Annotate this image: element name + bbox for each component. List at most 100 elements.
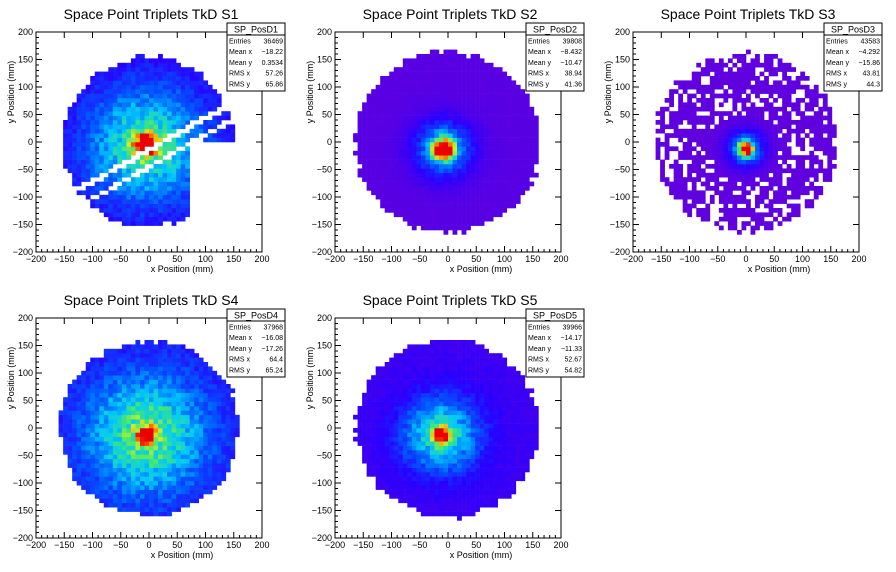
heatmap-cell bbox=[366, 124, 372, 130]
heatmap-cell bbox=[149, 106, 154, 112]
heatmap-cell bbox=[741, 164, 747, 169]
heatmap-cell bbox=[371, 124, 376, 130]
heatmap-cell bbox=[112, 502, 118, 508]
heatmap-cell bbox=[777, 172, 783, 178]
heatmap-cell bbox=[121, 366, 127, 372]
heatmap-cell bbox=[139, 146, 145, 152]
heatmap-cell bbox=[149, 388, 154, 394]
heatmap-cell bbox=[497, 208, 503, 213]
heatmap-cell bbox=[732, 89, 738, 94]
heatmap-cell bbox=[380, 137, 386, 143]
heatmap-cell bbox=[94, 419, 100, 424]
heatmap-cell bbox=[520, 168, 526, 174]
heatmap-cell bbox=[655, 150, 661, 156]
heatmap-cell bbox=[103, 441, 109, 446]
heatmap-cell bbox=[809, 102, 815, 108]
heatmap-cell bbox=[230, 388, 236, 394]
heatmap-cell bbox=[158, 84, 163, 90]
heatmap-cell bbox=[732, 133, 738, 138]
heatmap-cell bbox=[723, 124, 729, 130]
heatmap-cell bbox=[99, 450, 105, 455]
heatmap-cell bbox=[94, 111, 100, 116]
heatmap-cell bbox=[755, 80, 760, 86]
heatmap-cell bbox=[212, 388, 218, 394]
heatmap-cell bbox=[117, 155, 123, 160]
heatmap-cell bbox=[700, 98, 706, 103]
heatmap-cell bbox=[448, 102, 453, 108]
heatmap-cell bbox=[479, 164, 485, 169]
heatmap-cell bbox=[153, 397, 159, 402]
heatmap-cell bbox=[425, 102, 431, 108]
heatmap-cell bbox=[827, 115, 833, 121]
heatmap-cell bbox=[90, 410, 96, 416]
heatmap-cell bbox=[230, 419, 236, 424]
heatmap-cell bbox=[448, 203, 453, 209]
heatmap-cell bbox=[153, 89, 159, 94]
heatmap-cell bbox=[176, 410, 181, 416]
heatmap-cell bbox=[176, 476, 181, 482]
heatmap-cell bbox=[425, 54, 431, 59]
heatmap-cell bbox=[727, 194, 733, 200]
heatmap-cell bbox=[185, 384, 190, 389]
heatmap-cell bbox=[366, 164, 372, 169]
heatmap-cell bbox=[126, 370, 132, 376]
heatmap-cell bbox=[158, 67, 163, 72]
heatmap-cell bbox=[203, 370, 209, 376]
heatmap-cell bbox=[63, 124, 68, 130]
heatmap-cell bbox=[203, 401, 209, 407]
heatmap-cell bbox=[407, 98, 413, 103]
heatmap-cell bbox=[153, 221, 159, 226]
heatmap-cell bbox=[149, 458, 154, 464]
heatmap-cell bbox=[764, 155, 769, 160]
heatmap-cell bbox=[764, 212, 769, 218]
heatmap-cell bbox=[162, 502, 168, 508]
heatmap-cell bbox=[162, 423, 168, 429]
heatmap-cell bbox=[682, 133, 688, 138]
x-tick-label: −150 bbox=[54, 254, 74, 264]
heatmap-cell bbox=[484, 208, 489, 213]
heatmap-cell bbox=[461, 84, 467, 90]
heatmap-cell bbox=[497, 203, 503, 209]
heatmap-cell bbox=[669, 190, 674, 196]
heatmap-cell bbox=[741, 208, 747, 213]
heatmap-cell bbox=[709, 98, 715, 103]
heatmap-cell bbox=[121, 168, 127, 174]
heatmap-cell bbox=[673, 124, 679, 130]
heatmap-cell bbox=[795, 76, 801, 81]
heatmap-cell bbox=[149, 177, 154, 182]
heatmap-cell bbox=[230, 137, 236, 143]
heatmap-cell bbox=[194, 133, 200, 138]
heatmap-cell bbox=[402, 93, 408, 99]
heatmap-cell bbox=[85, 84, 91, 90]
heatmap-cell bbox=[76, 142, 82, 147]
heatmap-cell bbox=[696, 168, 702, 174]
heatmap-cell bbox=[533, 133, 539, 138]
stats-key: RMS x bbox=[528, 71, 550, 78]
heatmap-cell bbox=[230, 397, 236, 402]
heatmap-cell bbox=[162, 476, 168, 482]
heatmap-cell bbox=[212, 458, 218, 464]
heatmap-cell bbox=[402, 164, 408, 169]
heatmap-cell bbox=[750, 150, 756, 156]
heatmap-cell bbox=[72, 146, 77, 152]
heatmap-cell bbox=[660, 164, 665, 169]
heatmap-cell bbox=[389, 137, 395, 143]
heatmap-cell bbox=[777, 208, 783, 213]
heatmap-cell bbox=[497, 71, 503, 77]
heatmap-cell bbox=[524, 120, 530, 125]
heatmap-cell bbox=[72, 111, 77, 116]
heatmap-cell bbox=[121, 498, 127, 504]
heatmap-cell bbox=[493, 150, 499, 156]
heatmap-cell bbox=[139, 406, 145, 411]
heatmap-cell bbox=[791, 208, 797, 213]
heatmap-cell bbox=[189, 388, 195, 394]
heatmap-cell bbox=[76, 410, 82, 416]
heatmap-cell bbox=[130, 111, 136, 116]
heatmap-cell bbox=[94, 89, 100, 94]
heatmap-cell bbox=[171, 344, 177, 350]
heatmap-cell bbox=[167, 344, 172, 350]
x-tick-label: 200 bbox=[851, 254, 866, 264]
heatmap-cell bbox=[130, 480, 136, 486]
heatmap-cell bbox=[158, 353, 163, 358]
heatmap-cell bbox=[366, 115, 372, 121]
